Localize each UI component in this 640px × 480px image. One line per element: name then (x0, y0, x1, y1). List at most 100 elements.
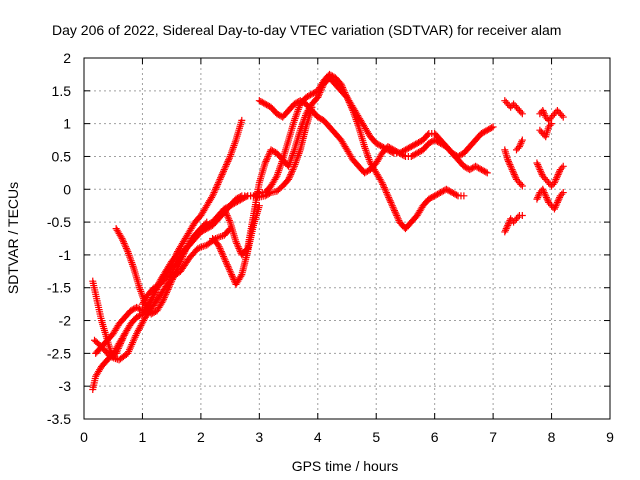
y-tick-label: 0.5 (52, 148, 72, 164)
data-point (507, 162, 515, 170)
data-point (553, 172, 561, 180)
data-point (504, 156, 512, 164)
data-point (533, 159, 541, 167)
data-point (540, 187, 548, 195)
y-tick-label: -2 (59, 313, 72, 329)
data-point (515, 143, 523, 151)
y-tick-label: -2.5 (47, 345, 71, 361)
data-point (208, 193, 216, 201)
data-point (453, 191, 461, 199)
data-point (389, 203, 397, 211)
data-point (118, 336, 126, 344)
data-point (218, 171, 226, 179)
data-point (518, 110, 526, 118)
data-point (220, 254, 228, 262)
data-point (219, 251, 227, 259)
data-point (255, 202, 263, 210)
y-tick-label: -3 (59, 378, 72, 394)
data-point (506, 161, 514, 169)
data-point (510, 171, 518, 179)
data-point (242, 193, 250, 201)
data-point (559, 113, 567, 121)
data-point (164, 285, 172, 293)
x-tick-label: 6 (431, 429, 439, 445)
data-point (517, 180, 525, 188)
data-point (209, 190, 217, 198)
data-point (121, 241, 129, 249)
data-point (225, 216, 233, 224)
data-point (314, 93, 322, 101)
x-axis-label: GPS time / hours (292, 458, 399, 474)
data-point (221, 207, 229, 215)
plot-border (83, 57, 611, 420)
data-point (224, 213, 232, 221)
data-point (212, 185, 219, 193)
data-point (168, 276, 176, 284)
series-sat-i (209, 202, 263, 288)
data-point (232, 238, 240, 246)
data-point (380, 182, 388, 190)
data-point (541, 190, 549, 198)
x-tick-label: 8 (548, 429, 556, 445)
data-point (393, 213, 401, 221)
data-point (504, 221, 512, 229)
data-point (223, 212, 231, 220)
data-point (394, 215, 402, 223)
data-point (220, 166, 228, 174)
data-point (290, 164, 298, 172)
series-sat-n (536, 107, 567, 124)
series-sat-q (536, 120, 556, 141)
data-point (215, 243, 223, 251)
data-point (225, 264, 233, 272)
data-point (390, 207, 398, 215)
data-point (392, 210, 400, 218)
data-point (315, 92, 323, 100)
y-tick-label: 1.5 (52, 83, 72, 99)
data-point (558, 190, 566, 198)
y-tick-label: 0 (63, 181, 71, 197)
data-point (285, 174, 293, 182)
y-axis-label: SDTVAR / TECUs (5, 182, 21, 294)
data-point (383, 190, 391, 198)
data-point (165, 282, 173, 290)
data-point (390, 205, 398, 213)
data-point (225, 266, 233, 274)
data-point (119, 333, 127, 341)
data-point (553, 174, 561, 182)
data-point (381, 185, 389, 193)
data-point (160, 295, 168, 303)
data-point (535, 164, 543, 172)
series-sat-m (512, 136, 526, 154)
x-tick-label: 7 (489, 429, 497, 445)
data-point (548, 120, 556, 128)
data-point (385, 193, 393, 201)
data-point (546, 121, 554, 129)
data-point (237, 272, 245, 280)
data-point (119, 238, 127, 246)
data-point (511, 172, 519, 180)
data-point (542, 192, 550, 200)
series-sat-c (91, 225, 234, 364)
data-point (559, 189, 567, 197)
data-point (488, 124, 496, 132)
series-sat-h (255, 97, 491, 177)
series-sat-l (501, 146, 526, 190)
data-point (214, 180, 222, 188)
data-point (400, 152, 408, 160)
data-point (533, 195, 541, 203)
data-point (120, 239, 128, 247)
series-sat-p (533, 185, 567, 213)
data-point (217, 174, 225, 182)
data-point (113, 348, 121, 356)
data-point (551, 177, 559, 185)
data-point (222, 162, 230, 170)
data-point (219, 169, 227, 177)
data-point (170, 272, 178, 280)
data-point (160, 294, 168, 302)
series-sat-k (501, 212, 526, 236)
data-point (554, 171, 562, 179)
data-point (150, 290, 158, 298)
y-tick-label: -0.5 (47, 214, 71, 230)
data-point (117, 338, 125, 346)
data-point (504, 220, 512, 228)
